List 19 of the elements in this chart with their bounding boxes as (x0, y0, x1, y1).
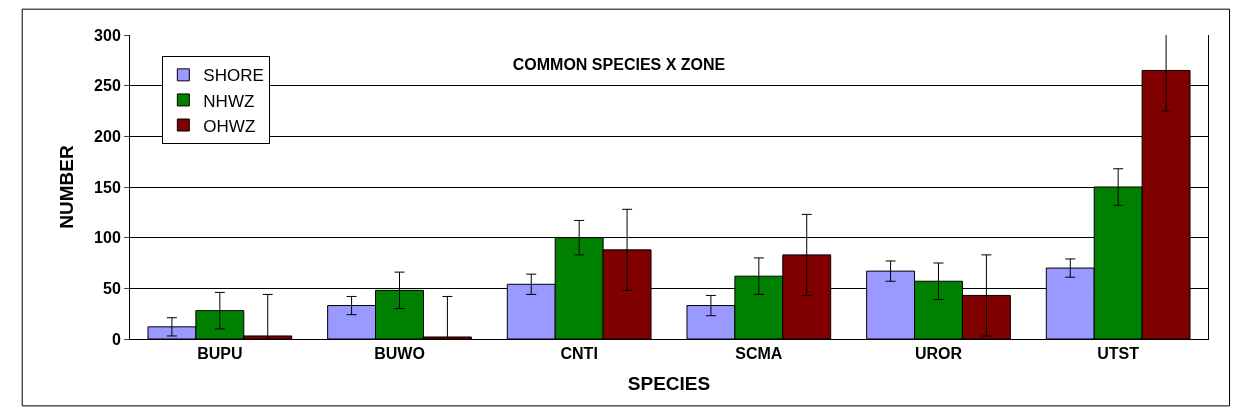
x-tick-label: UTST (1097, 345, 1140, 363)
y-tick-label: 250 (94, 77, 121, 95)
y-tick-label: 150 (94, 178, 121, 196)
x-tick-label: BUWO (374, 345, 425, 363)
x-tick-label: CNTI (560, 345, 598, 363)
x-tick-label: SCMA (735, 345, 783, 363)
y-tick-label: 0 (111, 330, 121, 348)
y-tick-label: 300 (94, 26, 121, 44)
y-tick-label: 50 (103, 279, 121, 297)
y-tick-label: 200 (94, 127, 121, 145)
legend-label: OHWZ (203, 116, 256, 136)
legend-label: SHORE (203, 66, 264, 86)
x-tick-label: UROR (914, 345, 963, 363)
x-axis-title: SPECIES (627, 373, 711, 394)
text: COMMON SPECIES X ZONE (512, 55, 726, 73)
x-tick-label: BUPU (197, 345, 243, 363)
y-tick-label: 100 (94, 229, 121, 247)
legend-label: NHWZ (203, 91, 255, 111)
y-axis-title: NUMBER (55, 145, 77, 229)
